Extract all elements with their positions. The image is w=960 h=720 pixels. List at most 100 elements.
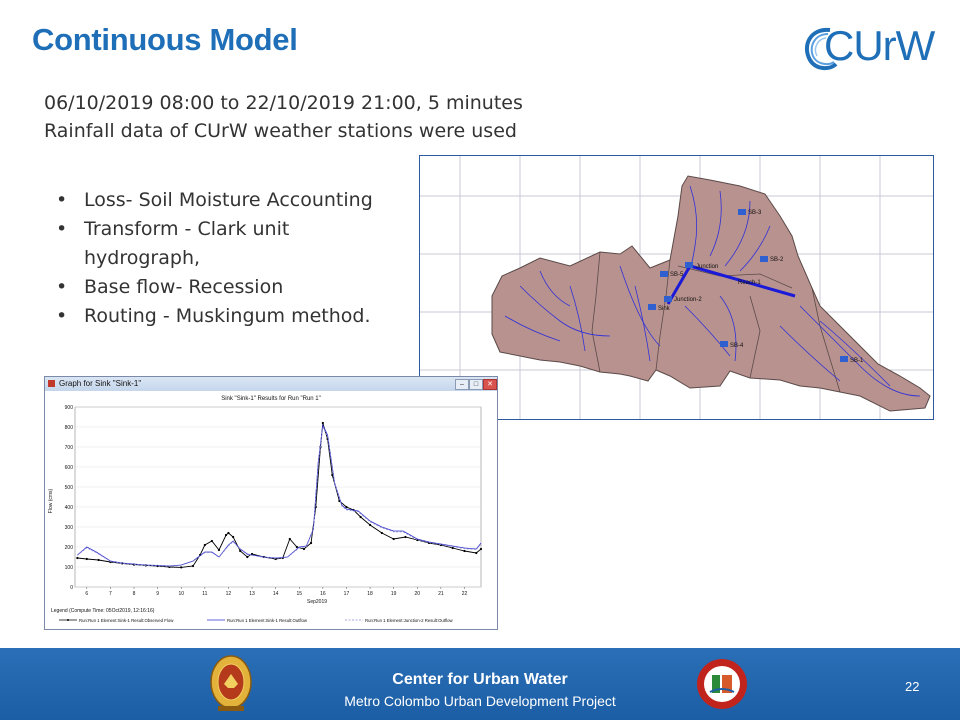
y-axis-label: Flow (cms): [48, 488, 54, 513]
catchment-map: SB-3 SB-2 SB-1 SB-4 SB-5 Sink Junction R…: [419, 155, 934, 420]
x-tick-label: 14: [273, 591, 279, 597]
y-tick-label: 600: [65, 465, 74, 471]
legend: Run:Run 1 Element:Sink-1 Result:Observed…: [59, 618, 454, 623]
x-tick-label: 22: [462, 591, 468, 597]
mcudp-logo-icon: [697, 659, 747, 709]
list-item: Base flow- Recession: [56, 273, 396, 302]
observed-point: [321, 421, 324, 425]
graph-window: Graph for Sink "Sink-1" – □ ✕ Sink "Sink…: [44, 376, 498, 630]
legend-header: Legend (Compute Time: 05Oct2019, 12:16:1…: [51, 608, 155, 614]
map-label: Sink: [658, 306, 671, 312]
footer-bar: Center for Urban Water Metro Colombo Urb…: [0, 648, 960, 720]
catchment-area: [491, 175, 931, 412]
map-label: Reach-1: [738, 280, 761, 286]
observed-point: [288, 537, 291, 541]
flow-chart: Sink "Sink-1" Results for Run "Run 1" 0 1…: [45, 391, 497, 629]
observed-point: [309, 541, 313, 545]
minimize-button[interactable]: –: [455, 379, 469, 390]
x-tick-label: 11: [202, 591, 207, 597]
list-item: Routing - Muskingum method.: [56, 302, 396, 331]
observed-point: [227, 531, 230, 535]
map-label: Junction-2: [674, 297, 702, 303]
map-label: SB-3: [748, 210, 762, 216]
x-tick-label: 10: [178, 591, 184, 597]
footer-subtitle: Metro Colombo Urban Development Project: [344, 693, 616, 709]
window-title: Graph for Sink "Sink-1": [59, 379, 142, 388]
method-list: Loss- Soil Moisture Accounting Transform…: [56, 186, 396, 331]
close-button[interactable]: ✕: [483, 379, 497, 390]
chart-title: Sink "Sink-1" Results for Run "Run 1": [221, 396, 321, 402]
y-tick-label: 0: [70, 585, 73, 591]
observed-point: [97, 558, 100, 562]
x-tick-label: 6: [85, 591, 88, 597]
observed-point: [475, 551, 478, 555]
x-tick-label: 13: [249, 591, 255, 597]
list-item: Loss- Soil Moisture Accounting: [56, 186, 396, 215]
x-tick-label: 18: [367, 591, 373, 597]
y-tick-label: 100: [65, 565, 74, 571]
rainfall-data-note: Rainfall data of CUrW weather stations w…: [44, 120, 517, 142]
observed-point: [210, 539, 214, 543]
y-tick-label: 300: [65, 525, 74, 531]
y-tick-label: 800: [65, 425, 74, 431]
series-line-1: [77, 423, 482, 567]
legend-item: Run:Run 1 Element:Sink-1 Result:Outflow: [227, 618, 308, 623]
observed-point: [224, 533, 228, 537]
observed-point: [191, 564, 195, 568]
simulation-period: 06/10/2019 08:00 to 22/10/2019 21:00, 5 …: [44, 92, 523, 114]
observed-point: [246, 555, 249, 559]
observed-point: [359, 515, 362, 519]
observed-point: [203, 543, 206, 547]
map-label: SB-1: [850, 358, 864, 364]
x-tick-label: 8: [133, 591, 136, 597]
y-tick-label: 900: [65, 405, 74, 411]
x-tick-label: 12: [226, 591, 232, 597]
list-item: Transform - Clark unit hydrograph,: [56, 215, 396, 273]
observed-point: [463, 549, 466, 553]
map-label: SB-5: [670, 272, 684, 278]
observed-point: [76, 556, 79, 560]
series-line-0: [77, 422, 482, 568]
x-tick-label: 19: [391, 591, 397, 597]
page-number: 22: [905, 679, 920, 694]
legend-item: Run:Run 1 Element:Junction-2 Result:Outf…: [365, 618, 454, 623]
catchment-map-canvas: SB-3 SB-2 SB-1 SB-4 SB-5 Sink Junction R…: [420, 156, 933, 419]
observed-point: [380, 531, 383, 535]
legend-item: Run:Run 1 Element:Sink-1 Result:Observed…: [79, 618, 174, 623]
observed-point: [239, 549, 242, 553]
x-tick-label: 20: [414, 591, 420, 597]
observed-point: [217, 548, 221, 552]
app-icon: [48, 380, 55, 387]
observed-point: [368, 523, 372, 527]
observed-point: [302, 547, 306, 551]
window-titlebar: Graph for Sink "Sink-1" – □ ✕: [45, 377, 497, 391]
observed-point: [345, 505, 348, 509]
observed-point: [85, 557, 88, 561]
observed-point: [451, 546, 454, 550]
curw-logo-text: CUrW: [824, 22, 935, 69]
observed-point: [232, 535, 235, 539]
observed-point: [295, 545, 298, 549]
slide-title: Continuous Model: [32, 22, 298, 57]
x-axis-label: Sep2019: [307, 599, 327, 605]
x-tick-label: 16: [320, 591, 326, 597]
y-tick-label: 700: [65, 445, 74, 451]
y-tick-label: 400: [65, 505, 74, 511]
maximize-button[interactable]: □: [469, 379, 483, 390]
x-tick-label: 21: [438, 591, 444, 597]
x-tick-label: 15: [296, 591, 302, 597]
x-tick-label: 17: [344, 591, 350, 597]
observed-point: [392, 537, 395, 541]
observed-point: [404, 535, 407, 539]
observed-point: [180, 566, 183, 569]
map-label: Junction: [696, 264, 718, 270]
observed-point: [331, 473, 334, 477]
observed-point: [479, 547, 483, 551]
plot-area: [74, 406, 482, 588]
map-label: SB-4: [730, 343, 744, 349]
y-tick-label: 500: [65, 485, 74, 491]
curw-logo: CUrW: [800, 22, 940, 74]
footer-title: Center for Urban Water: [392, 671, 568, 688]
x-tick-label: 7: [109, 591, 112, 597]
sri-lanka-emblem-icon: [210, 655, 252, 711]
